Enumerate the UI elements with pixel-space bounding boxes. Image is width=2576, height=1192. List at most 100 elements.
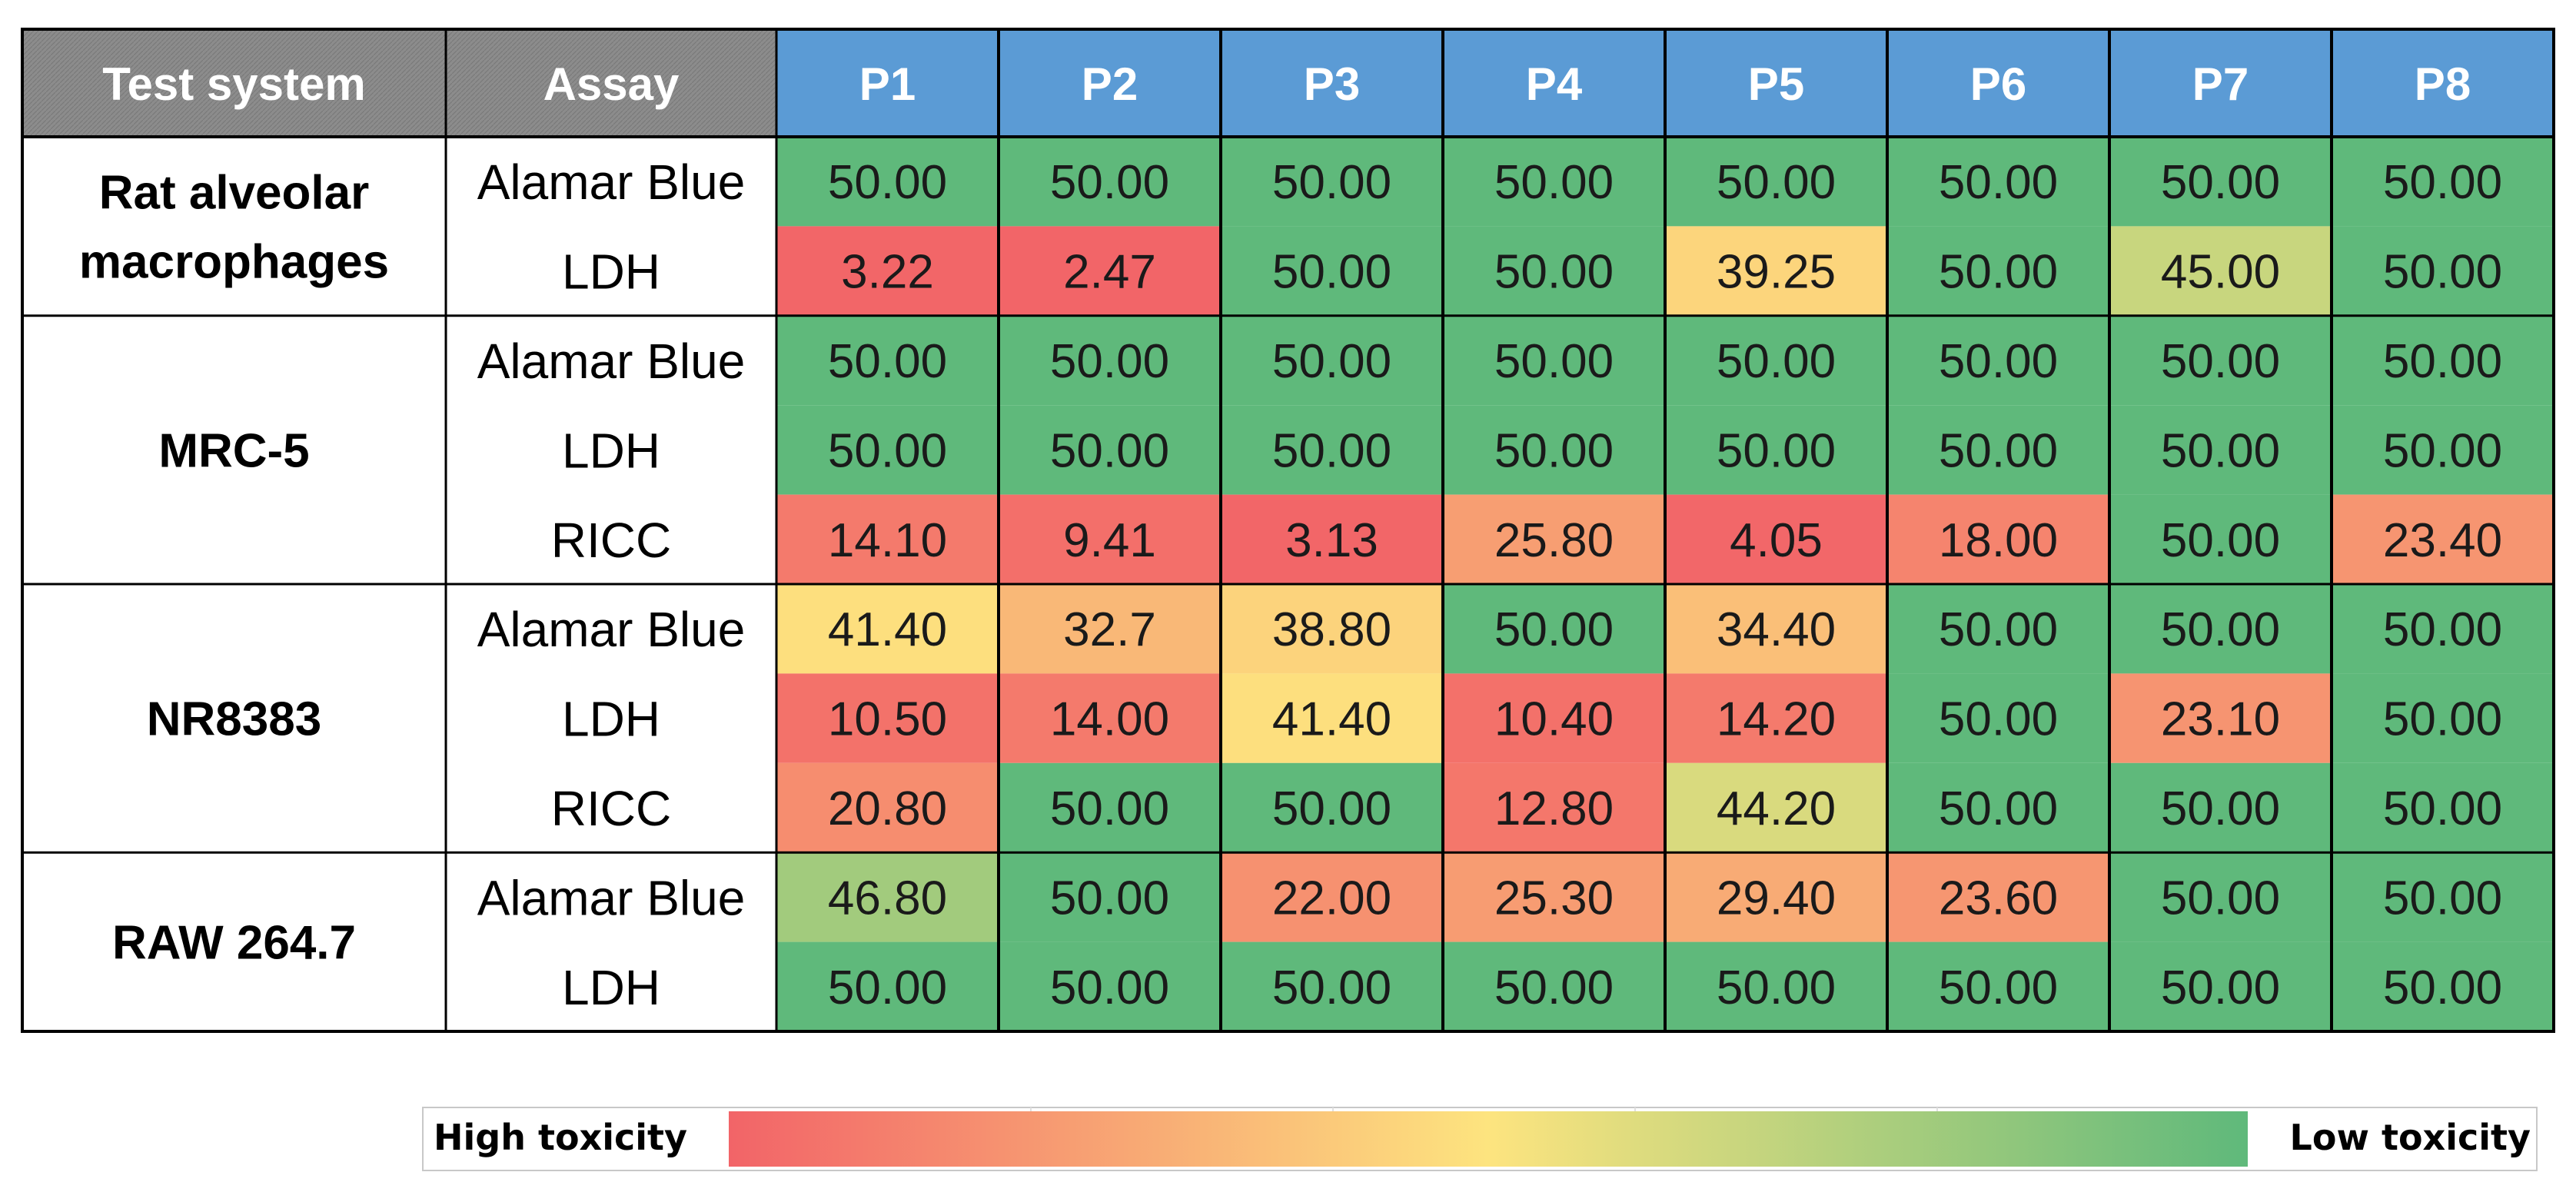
cell-value: 50.00 (1050, 961, 1169, 1014)
column-header-p1 (776, 29, 999, 137)
cell-value: 2.47 (1063, 246, 1156, 299)
cell-value: 50.00 (1050, 424, 1169, 477)
heatmap-cell (1887, 137, 2109, 227)
heatmap-cell (1887, 941, 2109, 1031)
cell-value: 50.00 (1494, 424, 1614, 477)
cell-value: 50.00 (828, 156, 947, 209)
cell-value: 50.00 (1494, 156, 1614, 209)
cell-value: 50.00 (2383, 424, 2502, 477)
heatmap-cell (2109, 673, 2332, 763)
column-header-p7 (2109, 29, 2332, 137)
cell-value: 22.00 (1272, 872, 1391, 925)
heatmap-cell (776, 137, 999, 227)
heatmap-cell (1443, 673, 1665, 763)
cell-value: 4.05 (1730, 514, 1823, 567)
heatmap-cell (1443, 494, 1665, 584)
table-grid (21, 28, 2555, 1033)
heatmap-cell (999, 405, 1221, 495)
cell-value: 23.60 (1939, 872, 2058, 925)
cell-value: 12.80 (1494, 782, 1614, 835)
cell-value: 18.00 (1939, 514, 2058, 567)
heatmap-cell (776, 315, 999, 406)
heatmap-cell (999, 494, 1221, 584)
cell-value: 50.00 (1939, 961, 2058, 1014)
assay-label: Alamar Blue (477, 154, 746, 210)
cell-value: 50.00 (1050, 782, 1169, 835)
heatmap-cell (1887, 673, 2109, 763)
heatmap-cell (776, 762, 999, 853)
heatmap-cell (999, 941, 1221, 1031)
cell-value: 34.40 (1717, 603, 1836, 656)
heatmap-cell (1887, 584, 2109, 674)
heatmap-cell (1221, 315, 1443, 406)
heatmap-cell (1221, 762, 1443, 853)
cell-value: 50.00 (1494, 335, 1614, 388)
heatmap-cell (2332, 852, 2554, 942)
heatmap-cell (1887, 494, 2109, 584)
heatmap-cell (1443, 584, 1665, 674)
heatmap-cell (999, 315, 1221, 406)
heatmap-cell (1665, 226, 1887, 316)
heatmap-cell (2109, 941, 2332, 1031)
cell-value: 50.00 (1939, 693, 2058, 746)
cell-value: 50.00 (1272, 156, 1391, 209)
cell-value: 50.00 (2161, 782, 2280, 835)
heatmap-cell (1221, 584, 1443, 674)
legend-ticks (1030, 1107, 1938, 1111)
cell-value: 50.00 (2383, 603, 2502, 656)
cell-value: 50.00 (2161, 603, 2280, 656)
assay-label: LDH (562, 244, 660, 300)
cell-value: 46.80 (828, 872, 947, 925)
cell-value: 50.00 (2161, 872, 2280, 925)
column-header-p3 (1221, 29, 1443, 137)
cell-value: 50.00 (2161, 156, 2280, 209)
cell-value: 29.40 (1717, 872, 1836, 925)
heatmap-cell (1665, 494, 1887, 584)
heatmap-cell (2332, 494, 2554, 584)
cell-value: 50.00 (1494, 603, 1614, 656)
heatmap-cell (1221, 494, 1443, 584)
cell-value: 9.41 (1063, 514, 1156, 567)
heatmap-cell (1665, 315, 1887, 406)
cell-value: 50.00 (1050, 335, 1169, 388)
heatmap-cell (2109, 494, 2332, 584)
heatmap-cell (1887, 852, 2109, 942)
heatmap-cell (776, 494, 999, 584)
cell-value: 50.00 (1939, 782, 2058, 835)
header-assay-label: Assay (543, 58, 680, 110)
heatmap-cell (1887, 405, 2109, 495)
heatmap-cell (1221, 226, 1443, 316)
cell-value: 38.80 (1272, 603, 1391, 656)
cell-value: 50.00 (2383, 335, 2502, 388)
heatmap-cell (999, 852, 1221, 942)
table-border (21, 28, 2555, 1033)
heatmap-cell (2109, 137, 2332, 227)
cell-value: 23.40 (2383, 514, 2502, 567)
cell-value: 50.00 (1272, 424, 1391, 477)
column-header-p5 (1665, 29, 1887, 137)
cell-value: 3.22 (841, 246, 934, 299)
heatmap-cells: 50.00 50.00 50.00 50.00 50.00 50.00 50.00 50.00… (776, 137, 2554, 1031)
heatmap-cell (1665, 941, 1887, 1031)
column-label-p6: P6 (1970, 58, 2026, 110)
cell-value: 50.00 (1939, 246, 2058, 299)
assay-label: Alamar Blue (477, 870, 746, 925)
cell-value: 39.25 (1717, 246, 1836, 299)
cell-value: 41.40 (1272, 693, 1391, 746)
heatmap-cell (2332, 673, 2554, 763)
cell-value: 50.00 (2383, 782, 2502, 835)
assay-label: LDH (562, 692, 660, 747)
heatmap-cell (776, 226, 999, 316)
cell-value: 50.00 (1494, 246, 1614, 299)
legend-high-toxicity-label: High toxicity (434, 1117, 687, 1158)
header-cell-test-system (22, 29, 446, 137)
heatmap-cell (1443, 315, 1665, 406)
heatmap-cell (999, 673, 1221, 763)
cell-value: 50.00 (1272, 335, 1391, 388)
cell-value: 50.00 (2161, 961, 2280, 1014)
heatmap-cell (1665, 405, 1887, 495)
heatmap-cell (999, 137, 1221, 227)
cell-value: 14.20 (1717, 693, 1836, 746)
column-label-p3: P3 (1304, 58, 1360, 110)
